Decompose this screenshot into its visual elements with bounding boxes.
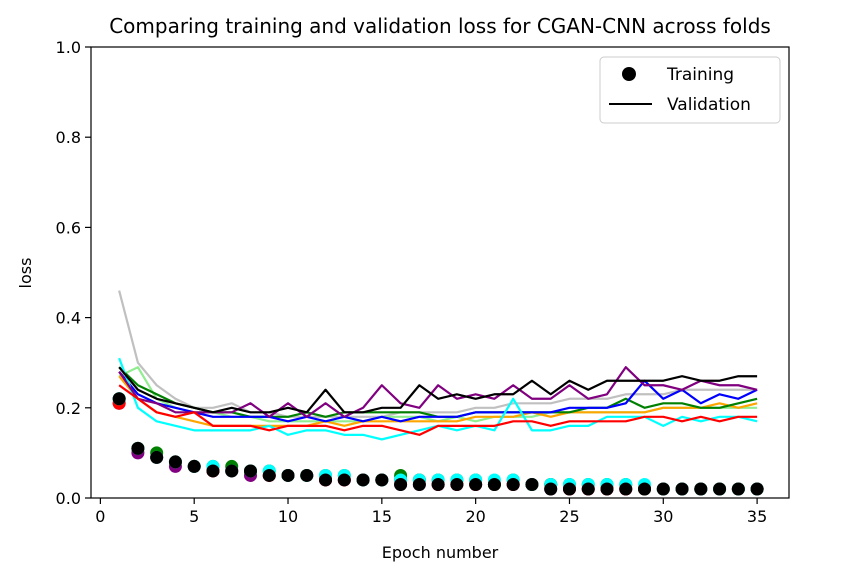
training-point — [506, 477, 520, 491]
validation-line-3 — [118, 375, 758, 427]
legend: Training Validation — [599, 56, 781, 124]
training-point — [487, 477, 501, 491]
x-axis-label: Epoch number — [382, 543, 499, 562]
training-point — [225, 464, 239, 478]
y-axis: 0.0 0.2 0.4 0.6 0.8 1.0 — [56, 38, 91, 508]
training-point — [112, 392, 126, 406]
training-point — [581, 482, 595, 496]
validation-lines — [118, 290, 758, 441]
training-point — [168, 455, 182, 469]
validation-line-5 — [118, 371, 758, 423]
legend-training-marker — [622, 67, 636, 81]
y-tick-label: 0.0 — [56, 489, 81, 508]
x-axis: 0 5 10 15 20 25 30 35 — [95, 498, 767, 526]
training-point — [356, 473, 370, 487]
legend-training-label: Training — [666, 65, 734, 85]
x-tick-label: 25 — [559, 507, 579, 526]
training-point — [656, 482, 670, 496]
training-point — [206, 464, 220, 478]
plot-frame — [90, 46, 790, 499]
training-point — [562, 482, 576, 496]
training-point — [131, 441, 145, 455]
x-tick-label: 5 — [189, 507, 199, 526]
y-axis-label: loss — [16, 258, 35, 289]
training-point — [319, 473, 333, 487]
training-point — [675, 482, 689, 496]
legend-validation-label: Validation — [667, 95, 751, 115]
training-point — [187, 459, 201, 473]
x-tick-label: 15 — [372, 507, 392, 526]
y-tick-label: 0.2 — [56, 399, 81, 418]
training-point — [469, 477, 483, 491]
training-point — [619, 482, 633, 496]
training-point — [412, 477, 426, 491]
training-point — [450, 477, 464, 491]
training-point — [638, 482, 652, 496]
x-tick-label: 30 — [653, 507, 673, 526]
training-point — [375, 473, 389, 487]
training-point — [525, 477, 539, 491]
x-tick-label: 0 — [95, 507, 105, 526]
validation-line-8 — [118, 366, 758, 414]
training-point — [337, 473, 351, 487]
x-tick-label: 35 — [747, 507, 767, 526]
training-points — [112, 392, 764, 496]
training-point — [394, 477, 408, 491]
training-point — [713, 482, 727, 496]
validation-line-1 — [118, 290, 758, 418]
training-point — [431, 477, 445, 491]
x-tick-label: 20 — [465, 507, 485, 526]
validation-line-9 — [118, 384, 758, 436]
training-point — [750, 482, 764, 496]
y-tick-label: 0.8 — [56, 128, 81, 147]
x-tick-label: 10 — [278, 507, 298, 526]
chart-title: Comparing training and validation loss f… — [109, 14, 771, 38]
training-point — [150, 450, 164, 464]
y-tick-label: 0.4 — [56, 309, 81, 328]
training-point — [731, 482, 745, 496]
y-tick-label: 0.6 — [56, 218, 81, 237]
training-point — [262, 468, 276, 482]
training-point — [243, 464, 257, 478]
training-point — [600, 482, 614, 496]
y-tick-label: 1.0 — [56, 38, 81, 57]
training-point — [300, 468, 314, 482]
training-point — [544, 482, 558, 496]
training-point — [281, 468, 295, 482]
training-point — [694, 482, 708, 496]
validation-line-7 — [118, 366, 758, 418]
legend-box — [599, 56, 781, 124]
